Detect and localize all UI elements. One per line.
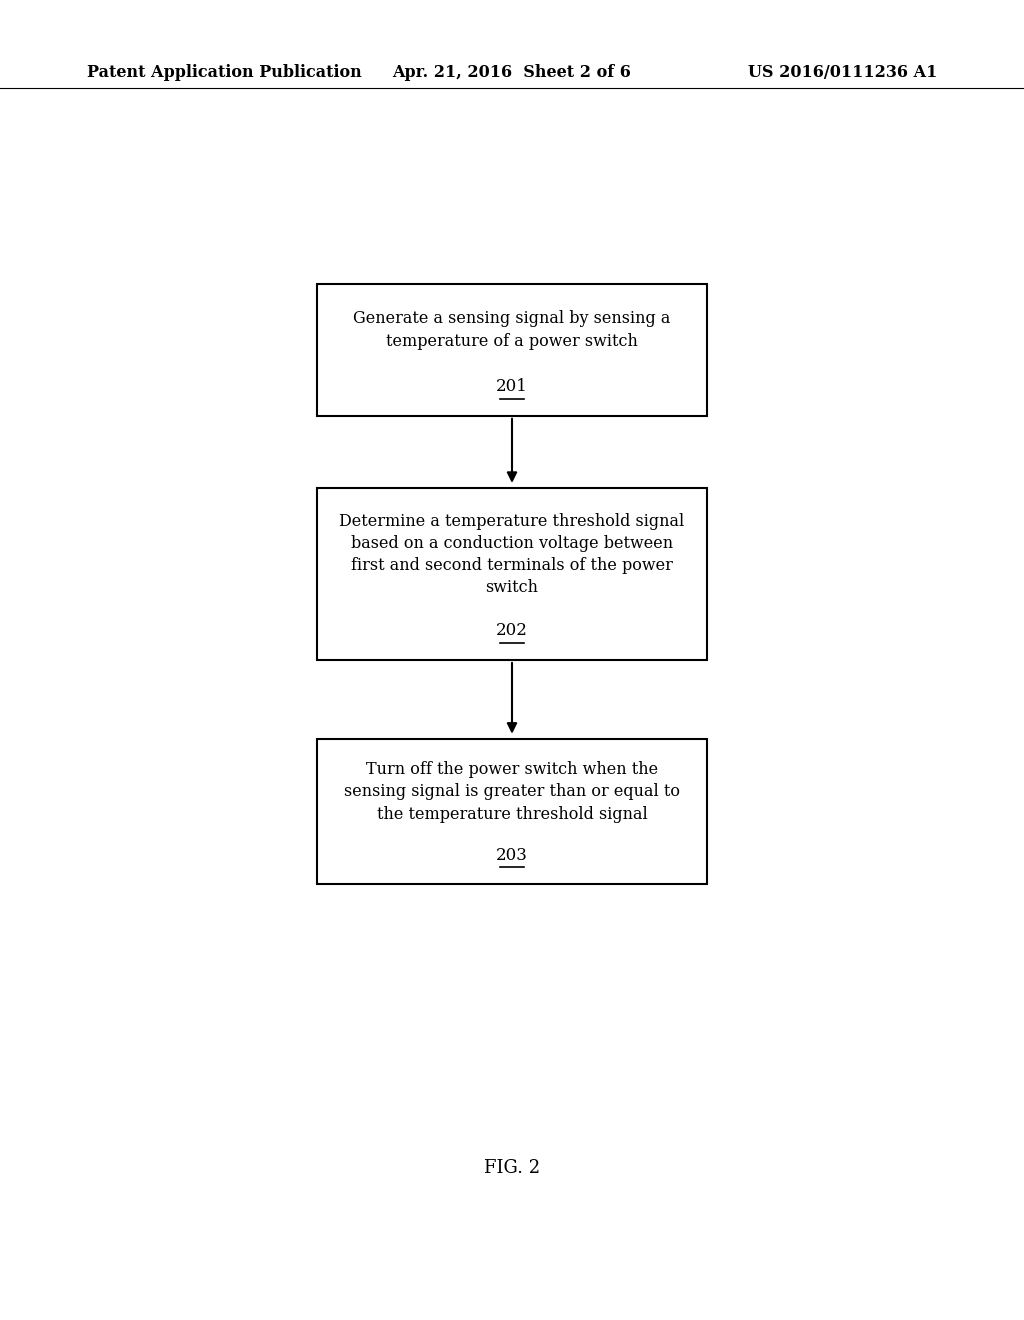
Text: Turn off the power switch when the
sensing signal is greater than or equal to
th: Turn off the power switch when the sensi…	[344, 762, 680, 822]
FancyBboxPatch shape	[317, 739, 707, 884]
Text: Determine a temperature threshold signal
based on a conduction voltage between
f: Determine a temperature threshold signal…	[339, 512, 685, 597]
Text: FIG. 2: FIG. 2	[484, 1159, 540, 1177]
FancyBboxPatch shape	[317, 488, 707, 660]
Text: Patent Application Publication: Patent Application Publication	[87, 65, 361, 81]
Text: Generate a sensing signal by sensing a
temperature of a power switch: Generate a sensing signal by sensing a t…	[353, 310, 671, 350]
Text: 203: 203	[496, 847, 528, 863]
Text: 201: 201	[496, 379, 528, 395]
Text: 202: 202	[496, 623, 528, 639]
Text: US 2016/0111236 A1: US 2016/0111236 A1	[748, 65, 937, 81]
Text: Apr. 21, 2016  Sheet 2 of 6: Apr. 21, 2016 Sheet 2 of 6	[392, 65, 632, 81]
FancyBboxPatch shape	[317, 284, 707, 416]
